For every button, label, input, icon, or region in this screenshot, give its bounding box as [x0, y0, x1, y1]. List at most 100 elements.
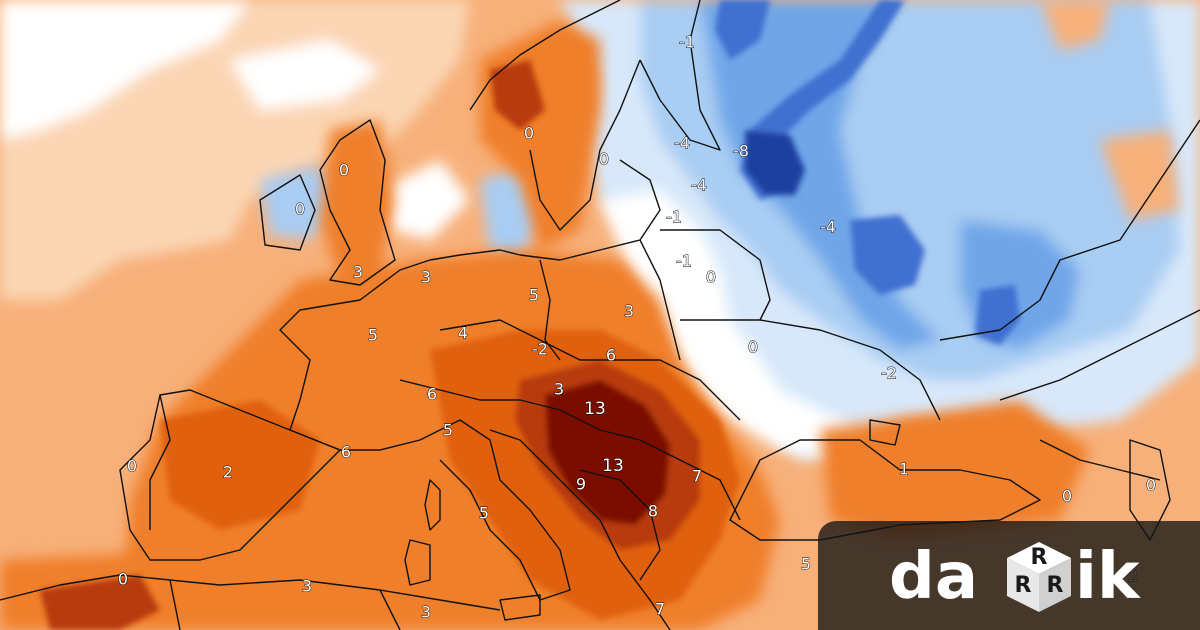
- logo-text-prefix: da: [889, 540, 978, 614]
- label-4-germany-south: 4: [458, 324, 468, 343]
- label-neg1-finland: -1: [679, 33, 695, 52]
- border-north-africa-2: [379, 589, 401, 630]
- label-3-algeria: 3: [302, 577, 312, 596]
- label-6-switzerland: 6: [427, 385, 437, 404]
- label-neg2-czechia: -2: [532, 340, 548, 359]
- label-0-caspian: 0: [1146, 476, 1156, 495]
- cube-letter-right: R: [1047, 573, 1064, 598]
- coastline-caspian: [1129, 439, 1171, 541]
- label-3-england: 3: [353, 263, 363, 282]
- darik-logo: da R R R ik: [818, 521, 1200, 630]
- cube-letter-top: R: [1031, 545, 1048, 570]
- morocco-warm-core: [40, 575, 160, 630]
- coastline-britain: [319, 119, 396, 286]
- coastline-sicily: [499, 594, 541, 621]
- label-neg8-russia: -8: [733, 142, 749, 161]
- label-0-scandinavia: 0: [599, 150, 609, 169]
- coastline-ireland: [259, 174, 316, 251]
- label-9-bosnia: 9: [576, 475, 586, 494]
- label-7-greece: 7: [655, 600, 665, 619]
- label-13-serbia: 13: [602, 456, 624, 476]
- label-0-portugal: 0: [127, 457, 137, 476]
- label-3-tunisia: 3: [421, 603, 431, 622]
- border-france-spain: [289, 429, 341, 451]
- label-neg4-estonia: -4: [691, 176, 707, 195]
- coastline-sardinia: [404, 539, 431, 586]
- label-8-bulgaria: 8: [648, 502, 658, 521]
- coastline-corsica: [424, 479, 441, 531]
- border-spain-portugal: [149, 394, 171, 530]
- label-0-scotland: 0: [339, 161, 349, 180]
- border-ukraine: [680, 319, 941, 421]
- label-13-hungary: 13: [584, 399, 606, 419]
- label-2-spain: 2: [223, 463, 233, 482]
- border-germany-poland: [539, 259, 561, 361]
- spain-warm-core: [160, 400, 320, 530]
- cold-core-north: [715, 0, 770, 60]
- transition-neutral-band: [600, 190, 880, 460]
- coastline-france: [279, 269, 421, 451]
- label-5-italy: 5: [479, 504, 489, 523]
- northeast-warm-spot: [1040, 0, 1110, 50]
- label-1-black-sea: 1: [899, 460, 909, 479]
- uk-cool-patch: [260, 165, 340, 240]
- coastline-atlantic: [399, 249, 521, 271]
- border-balkans-2: [579, 469, 661, 581]
- label-3-poland: 3: [624, 302, 634, 321]
- label-neg4-baltic: -4: [674, 134, 690, 153]
- coastline-sweden: [529, 59, 641, 231]
- label-0-ukraine: 0: [748, 338, 758, 357]
- extreme-warm-core: [545, 380, 670, 525]
- norway-warm-core: [490, 60, 545, 130]
- coastline-crimea: [869, 419, 901, 446]
- label-3-benelux: 3: [421, 268, 431, 287]
- label-5-turkey: 5: [801, 555, 811, 574]
- cold-band-strong: [740, 0, 905, 200]
- label-7-romania: 7: [692, 467, 702, 486]
- label-neg4-russia: -4: [820, 218, 836, 237]
- label-0-ireland: 0: [295, 200, 305, 219]
- label-5-italy-north: 5: [443, 421, 453, 440]
- border-caucasus: [1039, 439, 1161, 481]
- label-0-belarus: 0: [706, 268, 716, 287]
- cold-core-russia: [745, 130, 805, 195]
- label-neg2-ukraine: -2: [881, 364, 897, 383]
- east-warm-spot: [1100, 130, 1180, 220]
- coastline-adriatic: [489, 429, 671, 630]
- atlantic-white-patch: [380, 160, 470, 240]
- cube-letter-left: R: [1015, 573, 1032, 598]
- england-warm: [320, 120, 395, 280]
- label-3-austria: 3: [554, 380, 564, 399]
- border-alps: [399, 379, 561, 411]
- coastline-north-africa: [0, 574, 501, 611]
- coastline-italy: [419, 419, 571, 601]
- label-0-morocco: 0: [118, 570, 128, 589]
- label-0-caucasus: 0: [1062, 487, 1072, 506]
- label-6-france-south: 6: [341, 443, 351, 462]
- border-balkans: [559, 409, 741, 521]
- coastline-finland: [639, 0, 721, 151]
- logo-graphic: da R R R ik: [889, 540, 1141, 614]
- border-central: [439, 319, 741, 421]
- logo-cube-icon: R R R: [1007, 541, 1071, 612]
- logo-text-suffix: ik: [1075, 540, 1141, 614]
- cube-left-face: [1007, 557, 1039, 612]
- label-5-france: 5: [368, 326, 378, 345]
- coastline-norway: [469, 0, 621, 111]
- atlantic-white-streak: [230, 40, 380, 110]
- border-poland-east: [639, 239, 681, 361]
- label-neg1-lithuania: -1: [666, 208, 682, 227]
- border-north-africa: [169, 579, 181, 630]
- cube-right-face: [1039, 557, 1071, 612]
- label-5-germany: 5: [529, 286, 539, 305]
- label-neg1-belarus-west: -1: [676, 252, 692, 271]
- border-russia-east: [939, 119, 1200, 341]
- label-0-norway: 0: [524, 124, 534, 143]
- atlantic-white-area: [0, 0, 250, 140]
- cold-core-east-2: [975, 285, 1020, 345]
- coastline-iberia: [119, 389, 341, 561]
- cold-core-east: [850, 215, 925, 295]
- border-kazakhstan: [999, 309, 1200, 401]
